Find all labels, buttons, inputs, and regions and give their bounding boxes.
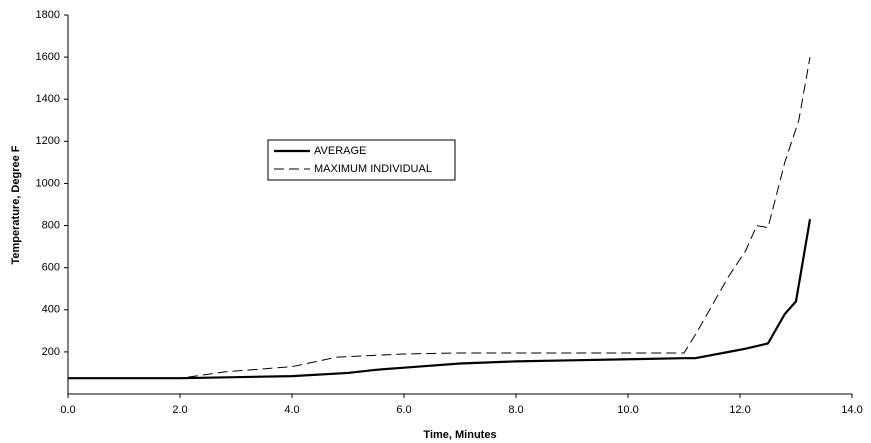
x-tick-label: 6.0 bbox=[396, 404, 411, 416]
y-tick-label: 1200 bbox=[36, 135, 60, 147]
x-tick-label: 10.0 bbox=[617, 404, 638, 416]
y-tick-label: 1400 bbox=[36, 93, 60, 105]
legend-label: AVERAGE bbox=[314, 145, 366, 157]
y-tick-label: 1800 bbox=[36, 9, 60, 21]
x-axis-title: Time, Minutes bbox=[423, 429, 496, 441]
x-tick-label: 2.0 bbox=[172, 404, 187, 416]
x-tick-label: 14.0 bbox=[841, 404, 862, 416]
y-tick-label: 1600 bbox=[36, 51, 60, 63]
x-tick-label: 0.0 bbox=[60, 404, 75, 416]
series-line bbox=[68, 57, 811, 379]
y-tick-label: 600 bbox=[42, 262, 60, 274]
x-tick-label: 8.0 bbox=[508, 404, 523, 416]
y-tick-label: 400 bbox=[42, 304, 60, 316]
series-line bbox=[68, 219, 812, 380]
legend-label: MAXIMUM INDIVIDUAL bbox=[314, 163, 432, 175]
y-tick-label: 200 bbox=[42, 346, 60, 358]
x-tick-label: 4.0 bbox=[284, 404, 299, 416]
legend-box bbox=[267, 139, 456, 181]
y-tick-label: 1000 bbox=[36, 177, 60, 189]
y-tick-label: 800 bbox=[42, 219, 60, 231]
x-tick-label: 12.0 bbox=[729, 404, 750, 416]
y-axis-title: Temperature, Degree F bbox=[10, 145, 22, 264]
